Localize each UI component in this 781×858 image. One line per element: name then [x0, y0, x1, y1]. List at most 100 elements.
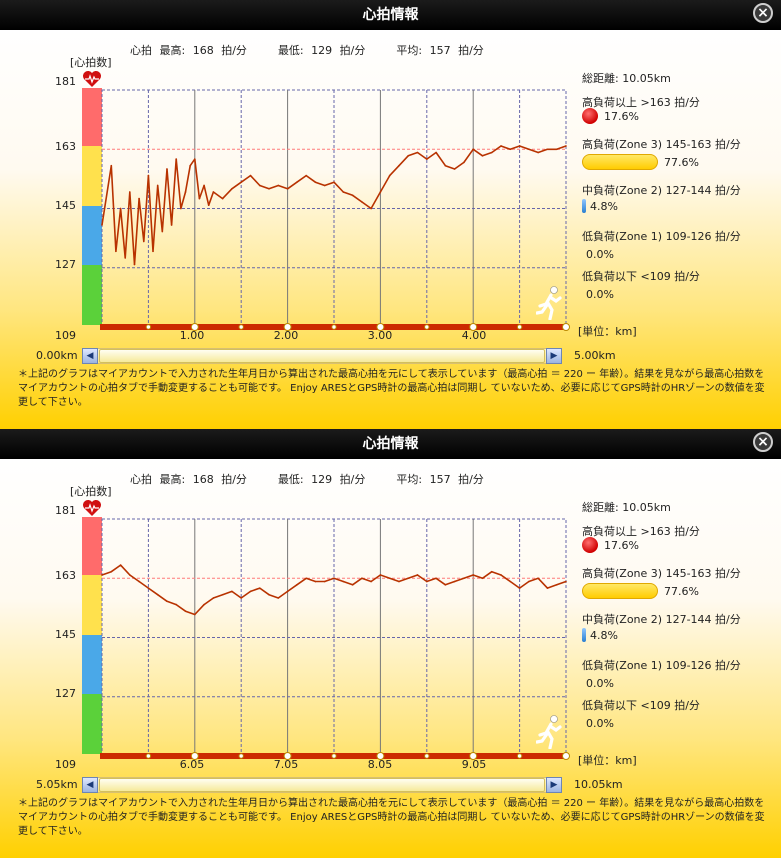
baseline-marker [376, 323, 385, 331]
data-point [203, 603, 205, 606]
scroll-left-button[interactable]: ◀ [82, 777, 98, 793]
data-point [240, 181, 242, 183]
data-point [203, 184, 205, 187]
data-point [555, 148, 558, 151]
data-point [277, 597, 280, 599]
min-unit: 拍/分 [339, 44, 366, 57]
data-point [286, 187, 289, 190]
baseline-marker [376, 752, 385, 760]
data-point [296, 181, 298, 183]
data-point [528, 580, 530, 583]
scroll-range-min: 0.00km [36, 349, 78, 362]
max-unit: 拍/分 [221, 473, 247, 486]
x-axis-unit: [単位：km] [578, 325, 637, 338]
baseline-marker [516, 324, 523, 330]
close-icon[interactable]: × [753, 3, 773, 23]
data-point [361, 577, 363, 580]
baseline-marker [145, 753, 152, 759]
y-axis-label: [心拍数] [70, 485, 112, 498]
avg-unit: 拍/分 [458, 44, 484, 57]
zone-label: 高負荷以上 >163 拍/分 [582, 525, 700, 538]
baseline-marker [283, 323, 292, 331]
runner-icon [536, 715, 562, 749]
data-point [110, 570, 113, 573]
dialog-title: 心拍情報 [0, 429, 781, 459]
y-tick: 163 [55, 569, 76, 582]
zone-bar-zone3 [82, 146, 102, 206]
data-point [170, 224, 173, 226]
scroll-left-button[interactable]: ◀ [82, 348, 98, 364]
zone-label: 中負荷(Zone 2) 127-144 拍/分 [582, 184, 741, 197]
baseline-marker [190, 752, 199, 760]
data-point [463, 161, 465, 164]
data-point [537, 577, 539, 580]
avg-label: 平均: [396, 473, 423, 486]
max-label: 最高: [159, 473, 186, 486]
data-point [528, 148, 530, 151]
yellow-pill-icon [582, 583, 658, 599]
max-value: 168 [192, 473, 214, 486]
data-point [416, 574, 419, 576]
scroll-range-max: 10.05km [574, 778, 623, 791]
red-dot-icon [582, 537, 598, 553]
zone-label: 低負荷(Zone 1) 109-126 拍/分 [582, 659, 741, 672]
data-point [152, 250, 154, 253]
data-point [268, 593, 270, 596]
zone-bar-zone1 [82, 265, 102, 325]
scroll-range-max: 5.00km [574, 349, 616, 362]
data-point [231, 590, 233, 593]
data-point [240, 597, 242, 599]
heart-rate-summary: 心拍 最高: 168 拍/分 最低: 129 拍/分 平均: 157 拍/分 [130, 42, 488, 58]
close-icon[interactable]: × [753, 432, 773, 452]
scroll-right-button[interactable]: ▶ [546, 777, 562, 793]
data-point [212, 191, 215, 193]
avg-unit: 拍/分 [458, 473, 484, 486]
data-point [565, 580, 567, 583]
data-point [379, 574, 382, 576]
dialog-title: 心拍情報 [0, 0, 781, 30]
data-point [490, 151, 493, 154]
zone-label: 低負荷以下 <109 拍/分 [582, 270, 700, 283]
data-point [426, 158, 428, 160]
data-point [490, 570, 493, 573]
avg-value: 157 [429, 473, 451, 486]
scroll-right-button[interactable]: ▶ [546, 348, 562, 364]
zone-percent: 0.0% [586, 248, 614, 261]
data-point [124, 257, 126, 259]
data-point [277, 184, 280, 187]
scrollbar-thumb[interactable] [99, 349, 545, 363]
zone-percent: 77.6% [664, 156, 699, 169]
data-point [314, 580, 317, 583]
scrollbar-thumb[interactable] [99, 778, 545, 792]
heart-rate-panel: 心拍情報 × 心拍 最高: 168 拍/分 最低: 129 拍/分 平均: 15… [0, 0, 781, 429]
total-distance: 総距離: 10.05km [582, 501, 671, 514]
disclaimer-note: ＊上記のグラフはマイアカウントで入力された生年月日から算出された最高心拍を元にし… [18, 798, 765, 837]
heart-rate-line [101, 145, 567, 266]
data-point [221, 197, 224, 200]
baseline-marker [562, 752, 570, 760]
zone-bar-above-163 [82, 517, 102, 575]
data-point [388, 174, 391, 177]
min-value: 129 [311, 473, 333, 486]
data-point [481, 155, 484, 157]
data-point [555, 584, 558, 586]
zone-percent: 0.0% [586, 717, 614, 730]
x-tick: 2.00 [273, 329, 299, 342]
data-point [156, 184, 159, 187]
baseline-marker [331, 753, 337, 759]
y-tick: 109 [55, 758, 76, 771]
total-distance: 総距離: 10.05km [582, 72, 671, 85]
x-tick: 4.00 [461, 329, 487, 342]
data-point [361, 201, 363, 203]
avg-value: 157 [429, 44, 451, 57]
data-point [221, 593, 224, 596]
x-tick: 3.00 [367, 329, 393, 342]
zone-bar-zone3 [82, 575, 102, 635]
disclaimer-note: ＊上記のグラフはマイアカウントで入力された生年月日から算出された最高心拍を元にし… [18, 369, 765, 408]
y-tick: 127 [55, 687, 76, 700]
data-point [370, 207, 372, 210]
zone-label: 高負荷(Zone 3) 145-163 拍/分 [582, 567, 741, 580]
y-tick: 163 [55, 140, 76, 153]
y-tick: 181 [55, 504, 76, 517]
data-point [207, 204, 210, 207]
